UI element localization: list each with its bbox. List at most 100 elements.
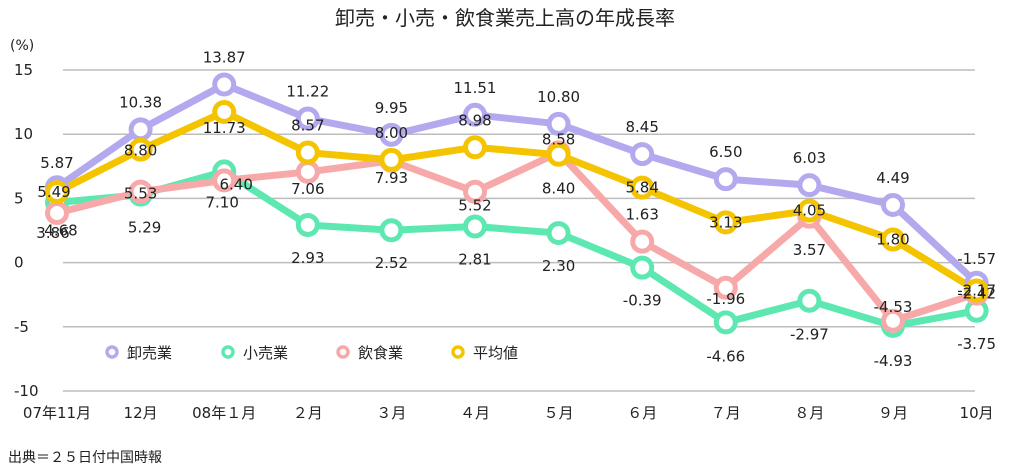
data-point [797, 198, 822, 223]
chart-title: 卸売・小売・飲食業売上高の年成長率 [335, 6, 675, 30]
data-label: 1.63 [625, 206, 658, 224]
data-label: 11.73 [203, 119, 246, 137]
data-label: -2.17 [957, 281, 996, 299]
data-label: -4.93 [874, 352, 913, 370]
data-label: 3.86 [36, 224, 69, 242]
data-point [128, 137, 153, 162]
x-tick-label: ７月 [711, 404, 741, 422]
x-tick-label: ８月 [794, 404, 824, 422]
data-point [630, 175, 655, 200]
data-label: 4.49 [876, 169, 909, 187]
data-label: 4.68 [44, 222, 77, 240]
series-markers [45, 72, 989, 338]
data-point [630, 142, 655, 167]
data-label: 13.87 [203, 49, 246, 67]
data-point [128, 117, 153, 142]
legend: 卸売業 小売業 飲食業 平均値 [105, 344, 518, 362]
data-label: 4.05 [793, 202, 826, 220]
data-label: 6.03 [793, 149, 826, 167]
y-tick-label: 0 [14, 254, 24, 272]
legend-label: 小売業 [243, 344, 288, 362]
x-tick-label: ９月 [878, 404, 908, 422]
data-point [463, 102, 487, 127]
data-point [630, 255, 655, 280]
data-point [713, 167, 738, 192]
data-point [463, 214, 487, 239]
series-line [53, 148, 981, 325]
data-point [379, 218, 404, 243]
data-point [212, 168, 237, 193]
data-label: -2.42 [957, 285, 996, 303]
y-axis-unit: (%) [10, 38, 34, 54]
data-label: 8.80 [124, 142, 157, 160]
data-label: 8.58 [542, 130, 575, 148]
data-point [546, 142, 571, 167]
data-label: 5.87 [40, 154, 73, 172]
data-label: 7.93 [375, 169, 408, 187]
data-point [295, 140, 320, 165]
data-label: 8.57 [291, 117, 324, 135]
x-tick-label: 10月 [960, 404, 994, 422]
data-label: 8.40 [542, 180, 575, 198]
data-point [881, 308, 905, 333]
data-label: -2.97 [790, 326, 829, 344]
data-label: -1.96 [706, 290, 745, 308]
data-point [630, 229, 655, 254]
data-label: 5.49 [37, 183, 70, 201]
data-point [546, 111, 571, 136]
data-labels: 5.87 10.38 13.87 11.22 9.95 11.51 10.80 8.45 6.5… [36, 49, 996, 370]
x-tick-label: ５月 [544, 404, 574, 422]
gridlines [63, 69, 975, 392]
legend-label: 卸売業 [127, 344, 172, 362]
y-tick-label: -5 [14, 318, 29, 336]
data-point [964, 278, 989, 303]
legend-marker [336, 345, 350, 359]
data-point [379, 122, 404, 147]
data-label: -4.53 [874, 298, 913, 316]
legend-marker [451, 345, 465, 359]
data-label: 5.84 [625, 179, 658, 197]
data-label: 2.52 [375, 254, 408, 272]
data-point [713, 210, 738, 235]
data-label: -3.75 [957, 335, 996, 353]
data-label: 6.40 [219, 175, 252, 193]
data-label: 7.10 [205, 193, 238, 211]
data-label: -0.39 [623, 292, 662, 310]
y-tick-label: -10 [14, 382, 39, 400]
data-point [797, 173, 822, 198]
series-line [53, 167, 981, 330]
data-point [45, 180, 69, 205]
series-line [53, 81, 981, 287]
y-tick-label: 5 [14, 189, 24, 207]
data-point [379, 147, 404, 172]
data-label: 8.98 [458, 111, 491, 129]
y-tick-label: 15 [14, 61, 33, 79]
data-point [212, 99, 237, 124]
data-point [546, 221, 571, 246]
x-tick-label: ２月 [293, 404, 323, 422]
data-label: 5.52 [458, 197, 491, 215]
source-note: 出典＝２５日付中国時報 [8, 450, 162, 466]
series-line [53, 108, 981, 294]
data-point [45, 201, 69, 226]
data-point [463, 179, 487, 204]
data-label: -1.57 [957, 250, 996, 268]
x-tick-label: ４月 [460, 404, 490, 422]
x-tick-label: 07年11月 [23, 404, 91, 422]
data-point [295, 159, 320, 184]
series-lines [53, 81, 981, 330]
data-point [797, 288, 822, 313]
x-tick-label: 08年１月 [192, 404, 256, 422]
data-label: 9.95 [375, 99, 408, 117]
data-label: 7.06 [291, 180, 324, 198]
data-point [881, 227, 905, 252]
data-label: -4.66 [706, 347, 745, 365]
data-point [212, 72, 237, 97]
data-point [295, 106, 320, 131]
data-point [463, 135, 487, 160]
y-tick-label: 10 [14, 125, 33, 143]
data-label: 8.45 [625, 118, 658, 136]
legend-label: 飲食業 [358, 344, 403, 362]
data-label: 3.57 [793, 241, 826, 259]
